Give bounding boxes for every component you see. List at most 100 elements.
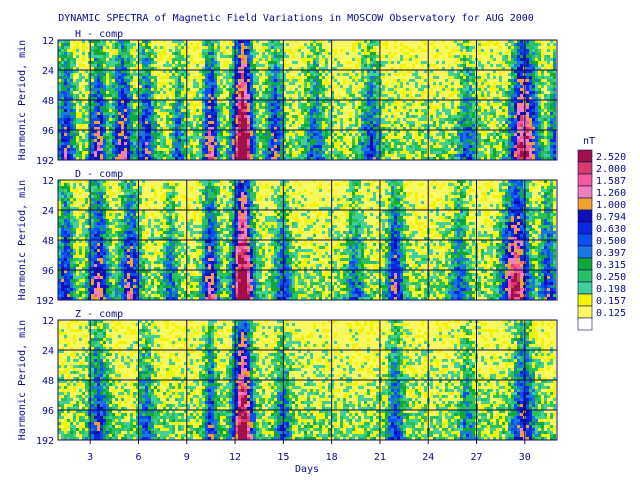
heatmap-cell xyxy=(157,103,160,106)
heatmap-cell xyxy=(139,121,142,124)
heatmap-cell xyxy=(382,133,385,136)
heatmap-cell xyxy=(334,115,337,118)
heatmap-cell xyxy=(256,100,259,103)
heatmap-cell xyxy=(217,88,220,91)
heatmap-cell xyxy=(73,76,76,79)
heatmap-cell xyxy=(415,145,418,148)
heatmap-cell xyxy=(340,109,343,112)
heatmap-cell xyxy=(115,67,118,70)
heatmap-cell xyxy=(112,157,115,160)
heatmap-cell xyxy=(184,52,187,55)
heatmap-cell xyxy=(175,121,178,124)
heatmap-cell xyxy=(82,91,85,94)
heatmap-cell xyxy=(211,148,214,151)
heatmap-cell xyxy=(358,139,361,142)
heatmap-cell xyxy=(397,124,400,127)
heatmap-cell xyxy=(142,64,145,67)
heatmap-cell xyxy=(343,115,346,118)
heatmap-cell xyxy=(82,136,85,139)
heatmap-cell xyxy=(382,55,385,58)
heatmap-cell xyxy=(298,106,301,109)
heatmap-cell xyxy=(376,52,379,55)
heatmap-cell xyxy=(331,139,334,142)
heatmap-cell xyxy=(310,115,313,118)
heatmap-cell xyxy=(85,85,88,88)
heatmap-cell xyxy=(91,85,94,88)
heatmap-cell xyxy=(364,52,367,55)
heatmap-cell xyxy=(178,151,181,154)
heatmap-cell xyxy=(127,133,130,136)
heatmap-cell xyxy=(409,109,412,112)
heatmap-cell xyxy=(130,133,133,136)
heatmap-cell xyxy=(205,130,208,133)
heatmap-cell xyxy=(337,73,340,76)
heatmap-cell xyxy=(208,79,211,82)
heatmap-cell xyxy=(214,154,217,157)
heatmap-cell xyxy=(409,103,412,106)
heatmap-cell xyxy=(412,157,415,160)
heatmap-cell xyxy=(259,46,262,49)
heatmap-cell xyxy=(199,46,202,49)
heatmap-cell xyxy=(232,97,235,100)
heatmap-cell xyxy=(421,127,424,130)
heatmap-cell xyxy=(91,64,94,67)
heatmap-cell xyxy=(175,109,178,112)
heatmap-cell xyxy=(358,109,361,112)
heatmap-cell xyxy=(418,121,421,124)
heatmap-cell xyxy=(217,106,220,109)
heatmap-cell xyxy=(151,73,154,76)
heatmap-cell xyxy=(370,103,373,106)
heatmap-cell xyxy=(166,115,169,118)
heatmap-cell xyxy=(316,61,319,64)
heatmap-cell xyxy=(193,49,196,52)
heatmap-cell xyxy=(118,142,121,145)
heatmap-cell xyxy=(160,157,163,160)
heatmap-cell xyxy=(64,142,67,145)
heatmap-cell xyxy=(73,58,76,61)
heatmap-cell xyxy=(388,145,391,148)
heatmap-cell xyxy=(166,154,169,157)
heatmap-cell xyxy=(256,79,259,82)
heatmap-cell xyxy=(358,106,361,109)
heatmap-cell xyxy=(265,94,268,97)
heatmap-cell xyxy=(412,43,415,46)
heatmap-cell xyxy=(85,115,88,118)
heatmap-cell xyxy=(367,55,370,58)
heatmap-cell xyxy=(355,85,358,88)
heatmap-cell xyxy=(118,94,121,97)
heatmap-cell xyxy=(373,88,376,91)
heatmap-cell xyxy=(142,133,145,136)
heatmap-cell xyxy=(220,46,223,49)
heatmap-cell xyxy=(385,109,388,112)
heatmap-cell xyxy=(298,145,301,148)
heatmap-cell xyxy=(91,151,94,154)
heatmap-cell xyxy=(352,124,355,127)
heatmap-cell xyxy=(397,145,400,148)
heatmap-cell xyxy=(331,118,334,121)
heatmap-cell xyxy=(277,85,280,88)
heatmap-cell xyxy=(337,109,340,112)
heatmap-cell xyxy=(388,70,391,73)
heatmap-cell xyxy=(274,88,277,91)
heatmap-cell xyxy=(115,157,118,160)
heatmap-cell xyxy=(259,88,262,91)
heatmap-cell xyxy=(313,106,316,109)
heatmap-cell xyxy=(292,76,295,79)
heatmap-cell xyxy=(85,55,88,58)
heatmap-cell xyxy=(235,133,238,136)
heatmap-cell xyxy=(121,79,124,82)
heatmap-cell xyxy=(322,70,325,73)
heatmap-cell xyxy=(412,88,415,91)
heatmap-cell xyxy=(259,82,262,85)
heatmap-cell xyxy=(178,61,181,64)
heatmap-cell xyxy=(271,100,274,103)
heatmap-cell xyxy=(130,121,133,124)
heatmap-cell xyxy=(127,112,130,115)
heatmap-cell xyxy=(160,52,163,55)
heatmap-cell xyxy=(286,58,289,61)
heatmap-cell xyxy=(238,148,241,151)
heatmap-cell xyxy=(82,124,85,127)
heatmap-cell xyxy=(274,112,277,115)
heatmap-cell xyxy=(91,88,94,91)
heatmap-cell xyxy=(346,91,349,94)
